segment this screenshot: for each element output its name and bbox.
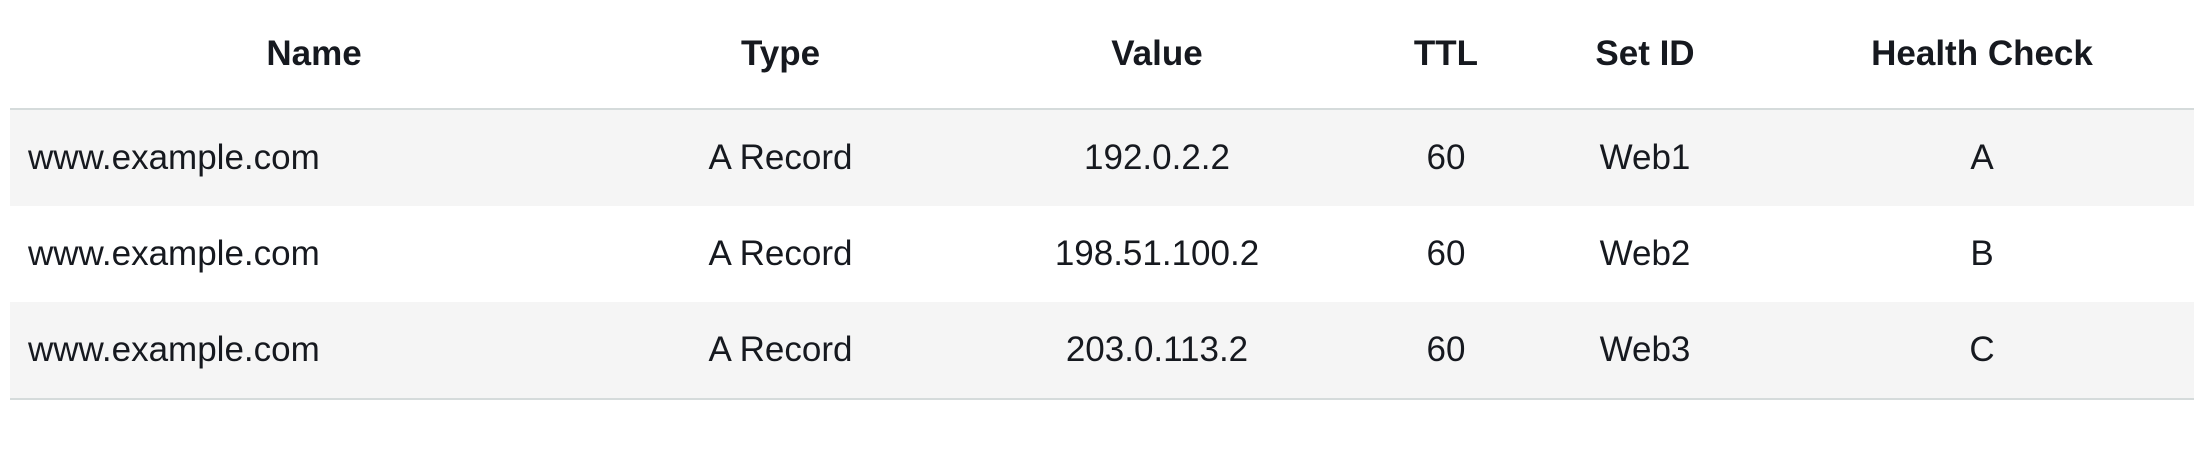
header-row: Name Type Value TTL Set ID Health Check: [10, 0, 2194, 110]
table-row: www.example.com A Record 203.0.113.2 60 …: [10, 302, 2194, 400]
table-body: www.example.com A Record 192.0.2.2 60 We…: [10, 109, 2194, 400]
table-row: www.example.com A Record 192.0.2.2 60 We…: [10, 109, 2194, 206]
table-row: www.example.com A Record 198.51.100.2 60…: [10, 206, 2194, 302]
column-header-name: Name: [10, 0, 618, 110]
column-header-set-id: Set ID: [1521, 0, 1769, 110]
cell-ttl: 60: [1426, 234, 1466, 273]
cell-value: 198.51.100.2: [1054, 234, 1260, 273]
cell-type: A Record: [708, 234, 853, 273]
records-table-container: Name Type Value TTL Set ID Health Check …: [10, 0, 2194, 400]
cell-type: A Record: [618, 302, 943, 400]
cell-name: www.example.com: [28, 138, 320, 177]
cell-set-id: Web2: [1599, 234, 1691, 273]
records-table: Name Type Value TTL Set ID Health Check …: [10, 0, 2194, 400]
column-header-value: Value: [943, 0, 1371, 110]
column-header-type: Type: [618, 0, 943, 110]
cell-health-check: B: [1970, 234, 1994, 273]
cell-value: 203.0.113.2: [943, 302, 1371, 400]
cell-value: 192.0.2.2: [1084, 138, 1230, 177]
cell-name: www.example.com: [28, 234, 320, 273]
cell-set-id: Web3: [1521, 302, 1769, 400]
cell-type: A Record: [708, 138, 853, 177]
cell-set-id: Web1: [1599, 138, 1691, 177]
column-header-ttl: TTL: [1371, 0, 1521, 110]
cell-name: www.example.com: [10, 302, 618, 400]
cell-health-check: C: [1769, 302, 2194, 400]
table-header: Name Type Value TTL Set ID Health Check: [10, 0, 2194, 110]
cell-health-check: A: [1970, 138, 1994, 177]
cell-ttl: 60: [1371, 302, 1521, 400]
column-header-health-check: Health Check: [1769, 0, 2194, 110]
cell-ttl: 60: [1426, 138, 1466, 177]
